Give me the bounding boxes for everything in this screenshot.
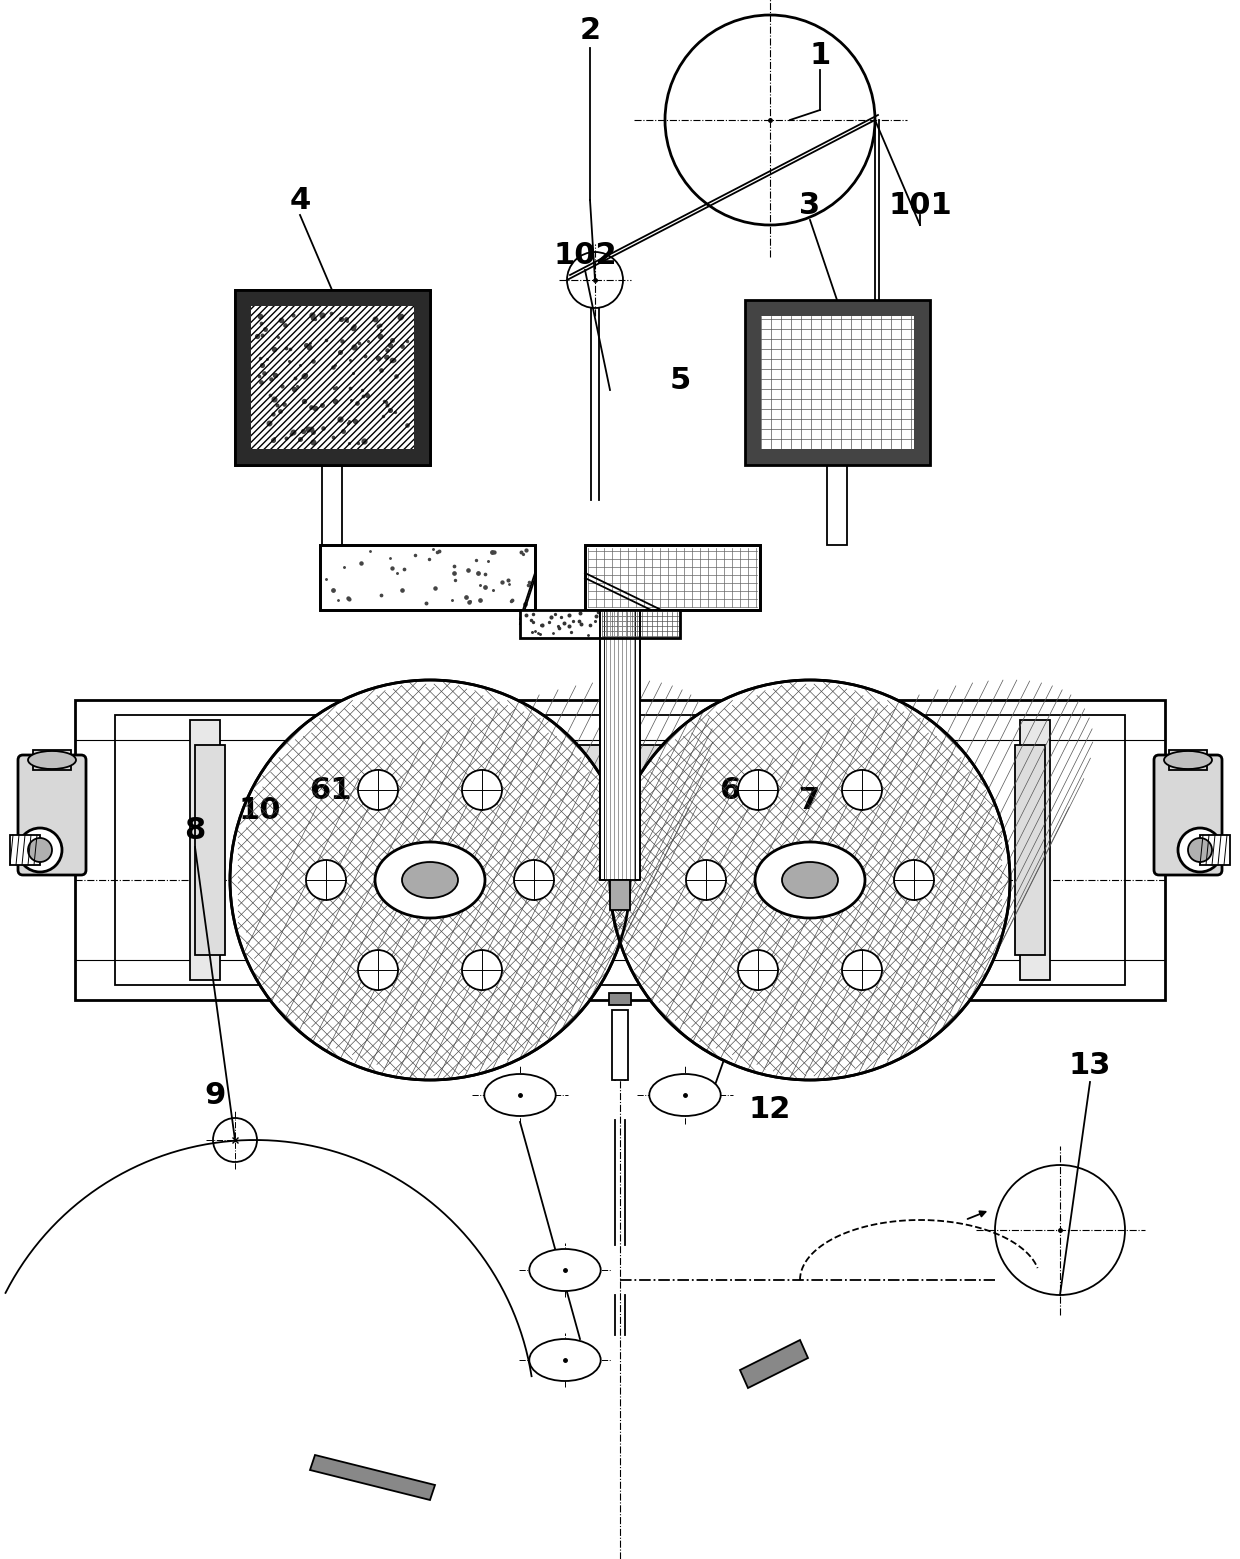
Bar (600, 610, 605, 879)
Bar (236, 290, 250, 465)
Circle shape (306, 861, 346, 900)
Bar (74, 700, 1166, 999)
Circle shape (686, 861, 725, 900)
Bar (236, 290, 430, 465)
Circle shape (1188, 839, 1211, 862)
Bar (745, 299, 930, 465)
Bar (320, 546, 534, 610)
Text: 12: 12 (749, 1096, 791, 1124)
Ellipse shape (402, 862, 458, 898)
Bar (745, 299, 930, 316)
Text: 10: 10 (239, 795, 281, 825)
Text: 7: 7 (800, 786, 821, 814)
Text: 9: 9 (205, 1080, 226, 1110)
Circle shape (1178, 828, 1221, 871)
Bar (914, 299, 930, 465)
Bar (520, 610, 600, 638)
Circle shape (19, 828, 62, 871)
Bar (609, 993, 631, 1006)
Bar (613, 1010, 627, 1080)
Bar (320, 546, 534, 610)
Text: 62: 62 (719, 775, 761, 804)
Circle shape (463, 770, 502, 811)
Bar (610, 879, 630, 910)
Bar (600, 610, 640, 879)
Bar (761, 316, 914, 449)
Bar (195, 745, 224, 956)
Text: 2: 2 (579, 16, 600, 45)
Circle shape (463, 949, 502, 990)
Ellipse shape (755, 842, 866, 918)
Bar (600, 610, 680, 638)
Bar (1200, 836, 1230, 865)
Circle shape (358, 949, 398, 990)
Text: 11: 11 (498, 1090, 541, 1119)
Bar (236, 290, 430, 306)
Text: 5: 5 (670, 365, 691, 394)
Bar (236, 449, 430, 465)
Circle shape (358, 770, 398, 811)
Bar (585, 546, 760, 610)
Bar (605, 610, 635, 879)
Text: 3: 3 (800, 190, 821, 220)
Bar (236, 290, 430, 465)
Text: 8: 8 (185, 815, 206, 845)
Bar (1021, 720, 1050, 981)
Ellipse shape (529, 1339, 600, 1381)
Circle shape (842, 949, 882, 990)
FancyBboxPatch shape (19, 755, 86, 875)
Circle shape (610, 680, 1011, 1080)
Bar (635, 745, 665, 956)
FancyBboxPatch shape (1154, 755, 1221, 875)
Bar (1016, 745, 1045, 956)
Circle shape (229, 680, 630, 1080)
Text: 1: 1 (810, 41, 831, 70)
Bar (414, 290, 430, 465)
Bar (585, 546, 760, 610)
Ellipse shape (650, 1074, 720, 1116)
Ellipse shape (29, 751, 76, 769)
Polygon shape (740, 1341, 808, 1388)
Text: 4: 4 (289, 186, 311, 215)
Bar (33, 750, 71, 770)
Ellipse shape (374, 842, 485, 918)
Bar (745, 449, 930, 465)
Bar (745, 299, 761, 465)
Bar (250, 306, 414, 449)
Bar (10, 836, 40, 865)
Polygon shape (310, 1455, 435, 1500)
Bar (190, 720, 219, 981)
Bar (1169, 750, 1207, 770)
Circle shape (515, 861, 554, 900)
Circle shape (894, 861, 934, 900)
Bar (322, 465, 342, 546)
Text: 61: 61 (309, 775, 351, 804)
Ellipse shape (1164, 751, 1211, 769)
Bar (635, 610, 640, 879)
Circle shape (29, 839, 52, 862)
Text: 102: 102 (553, 240, 616, 270)
Bar (575, 745, 605, 956)
Text: 13: 13 (1069, 1051, 1111, 1079)
Text: 101: 101 (888, 190, 952, 220)
Bar (827, 465, 847, 546)
Ellipse shape (782, 862, 838, 898)
Bar (520, 610, 680, 638)
Circle shape (842, 770, 882, 811)
Bar (115, 716, 1125, 985)
Ellipse shape (529, 1249, 600, 1291)
Ellipse shape (485, 1074, 556, 1116)
Circle shape (738, 949, 777, 990)
Circle shape (738, 770, 777, 811)
Text: 6: 6 (309, 416, 331, 444)
